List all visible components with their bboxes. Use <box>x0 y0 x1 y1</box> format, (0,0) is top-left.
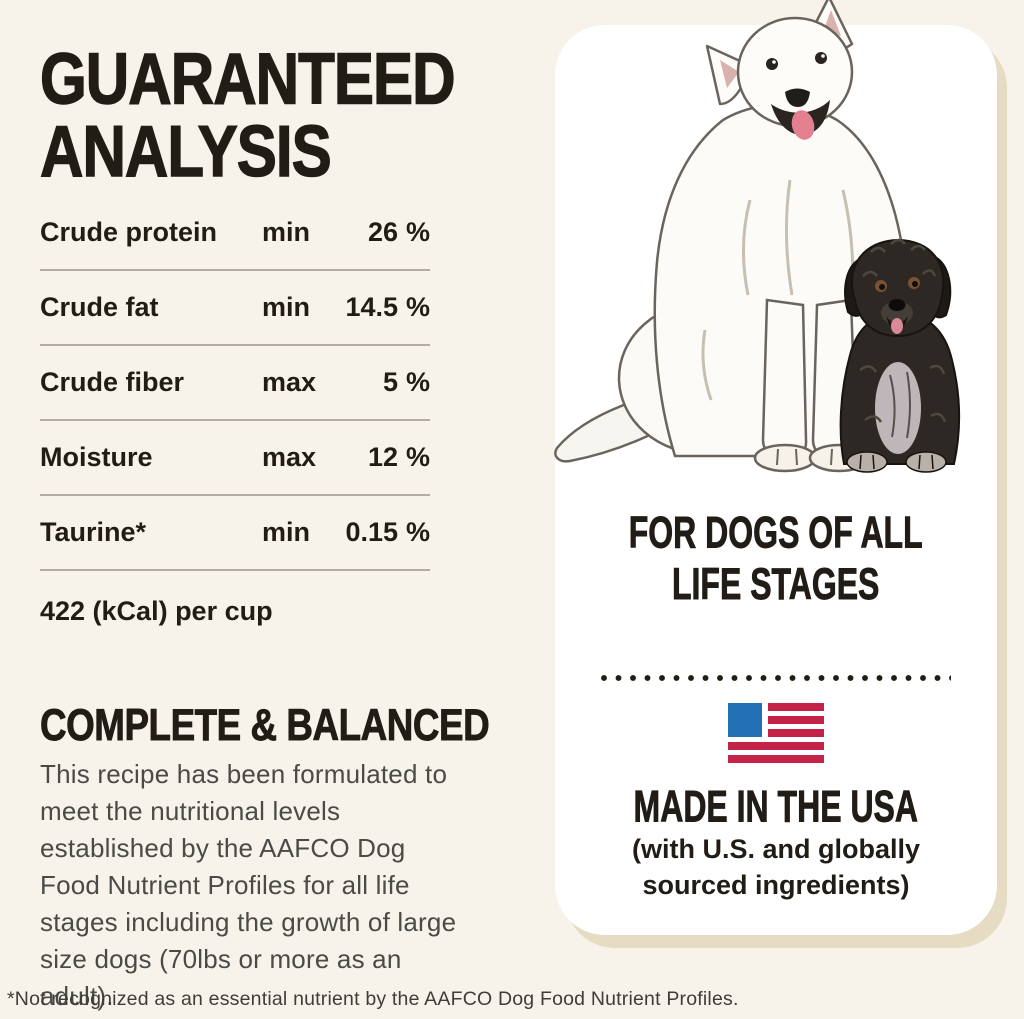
table-row-crude-fiber: Crude fiber max 5 % <box>40 346 430 421</box>
nutrient-unit: % <box>405 292 430 322</box>
nutrient-unit: % <box>405 367 430 397</box>
flag-canton <box>728 703 762 737</box>
nutrient-value: 0.15 <box>345 517 398 547</box>
table-row-crude-protein: Crude protein min 26 % <box>40 196 430 271</box>
nutrient-value: 26 <box>367 217 398 247</box>
complete-balanced-text: This recipe has been formulated to meet … <box>40 759 457 1011</box>
footnote: *Not recognized as an essential nutrient… <box>7 988 739 1010</box>
nutrient-qualifier: min <box>262 517 311 547</box>
nutrient-unit: % <box>405 442 430 472</box>
guaranteed-analysis-table: Crude protein min 26 % Crude fat min 14.… <box>40 196 430 571</box>
nutrient-label: Crude fat <box>40 292 159 322</box>
nutrient-qualifier: min <box>262 292 311 322</box>
nutrient-label: Crude protein <box>40 217 218 247</box>
table-row-moisture: Moisture max 12 % <box>40 421 430 496</box>
nutrient-unit: % <box>405 217 430 247</box>
guaranteed-analysis-title: GUARANTEED ANALYSIS <box>39 38 456 193</box>
life-stages-line-1: FOR DOGS OF ALL <box>629 508 924 558</box>
complete-balanced-heading: COMPLETE & BALANCED <box>40 701 490 751</box>
nutrient-label: Crude fiber <box>40 367 185 397</box>
title-line-1: GUARANTEED <box>39 38 456 120</box>
nutrient-label: Moisture <box>40 442 153 472</box>
nutrient-label: Taurine* <box>40 517 147 547</box>
dotted-divider <box>601 675 951 681</box>
table-row-crude-fat: Crude fat min 14.5 % <box>40 271 430 346</box>
calories-per-cup: 422 (kCal) per cup <box>40 596 273 626</box>
usa-flag-icon <box>728 703 824 763</box>
nutrient-value: 12 <box>367 442 398 472</box>
title-line-2: ANALYSIS <box>39 111 332 193</box>
nutrient-qualifier: max <box>262 367 317 397</box>
guaranteed-analysis-section: GUARANTEED ANALYSIS Crude protein min 26… <box>39 0 510 1019</box>
info-card: FOR DOGS OF ALL LIFE STAGES MADE IN THE … <box>555 25 997 935</box>
table-row-taurine: Taurine* min 0.15 % <box>40 496 430 571</box>
life-stages-heading: FOR DOGS OF ALL LIFE STAGES <box>555 507 997 610</box>
nutrient-value: 5 <box>382 367 398 397</box>
life-stages-line-2: LIFE STAGES <box>672 559 880 609</box>
nutrient-qualifier: max <box>262 442 317 472</box>
nutrient-value: 14.5 <box>345 292 398 322</box>
made-in-usa-subtext: (with U.S. and globally sourced ingredie… <box>631 834 920 900</box>
made-in-usa-heading: MADE IN THE USA <box>633 782 919 832</box>
nutrient-unit: % <box>405 517 430 547</box>
nutrient-qualifier: min <box>262 217 311 247</box>
